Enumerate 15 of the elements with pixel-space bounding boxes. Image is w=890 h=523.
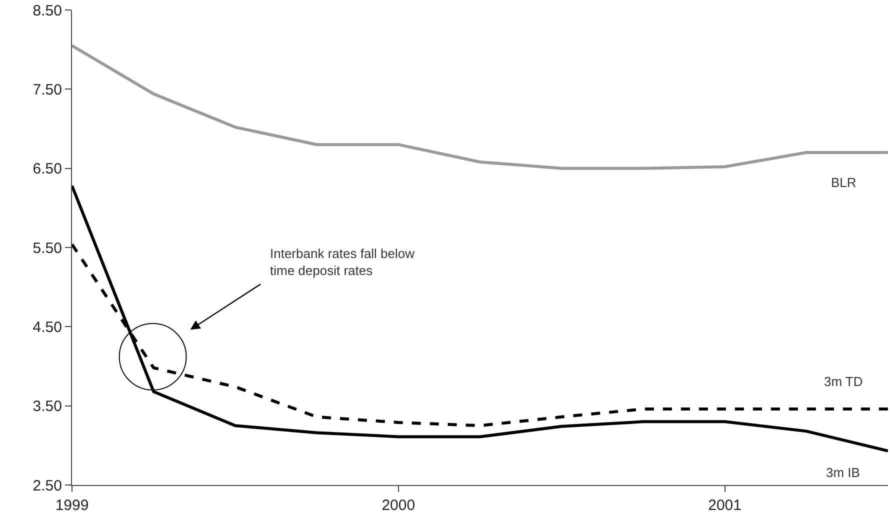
y-tick-label: 6.50 xyxy=(32,160,62,178)
x-tick-label: 2001 xyxy=(708,497,742,514)
y-tick-label: 3.50 xyxy=(32,398,62,416)
x-tick-label: 2000 xyxy=(382,497,416,514)
y-tick-label: 2.50 xyxy=(32,477,62,494)
series-label: 3m TD xyxy=(824,374,863,389)
series-label: BLR xyxy=(831,175,856,190)
y-tick-label: 4.50 xyxy=(32,318,62,336)
series-label: 3m IB xyxy=(826,465,860,480)
y-tick-label: 8.50 xyxy=(32,2,62,20)
line-series xyxy=(72,44,888,170)
y-tick-label: 5.50 xyxy=(32,240,62,257)
x-tick-label: 1999 xyxy=(55,497,89,514)
y-tick-label: 7.50 xyxy=(32,81,62,98)
annotation: Interbank rates fall below time deposit rates xyxy=(270,246,416,278)
